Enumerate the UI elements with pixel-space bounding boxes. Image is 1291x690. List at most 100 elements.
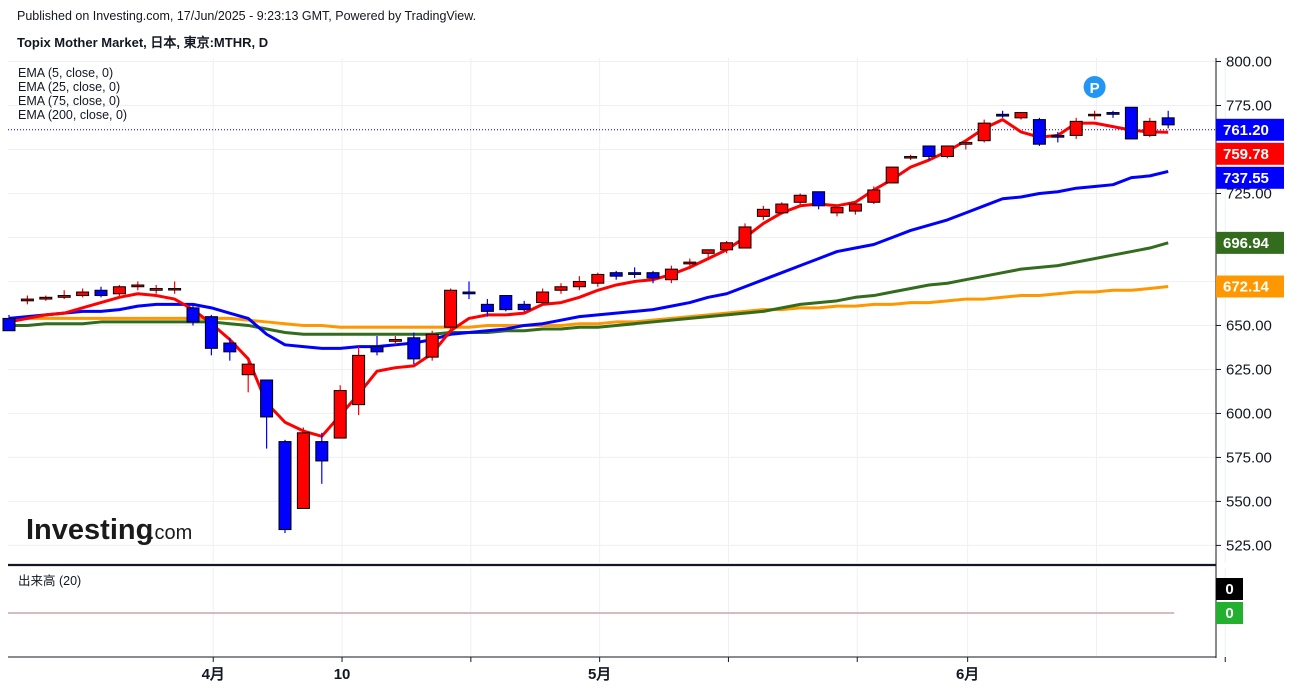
candle-body: [20, 298, 34, 302]
candle: [536, 288, 550, 305]
candle: [1051, 131, 1065, 143]
candle: [223, 337, 237, 361]
candle-body: [296, 432, 310, 509]
candle-body: [683, 261, 697, 265]
candle: [904, 154, 918, 161]
candle: [922, 145, 936, 161]
candle-body: [370, 346, 384, 353]
volume-title: 出来高 (20): [18, 573, 81, 588]
ema5-line: [8, 118, 1169, 438]
candle: [1124, 106, 1138, 140]
candle-body: [572, 280, 586, 288]
price-badge-label: 761.20: [1223, 122, 1269, 139]
candle: [609, 270, 623, 280]
candle: [996, 110, 1010, 118]
candle: [1014, 112, 1028, 120]
price-badge-box: [1216, 275, 1284, 298]
chart-title: Topix Mother Market, 日本, 東京:MTHR, D: [17, 35, 269, 50]
ema25-line: [8, 169, 1169, 350]
candle-body: [57, 295, 71, 298]
candle: [296, 427, 310, 509]
candle-body: [407, 337, 421, 360]
candle-body: [609, 272, 623, 277]
candle-body: [2, 317, 16, 332]
candle: [812, 191, 826, 210]
candle-body: [1014, 112, 1028, 119]
candle: [572, 276, 586, 291]
candle: [388, 336, 402, 345]
candle-body: [94, 289, 108, 297]
candle: [94, 286, 108, 298]
candle-body: [112, 286, 126, 295]
candle-body: [591, 273, 605, 284]
candle: [39, 295, 53, 301]
candle: [480, 299, 494, 317]
y-tick-label: 525.00: [1226, 537, 1272, 554]
x-tick-label: 6月: [956, 666, 979, 683]
candle: [940, 145, 954, 159]
ema-lines: [8, 118, 1169, 438]
candle: [1106, 110, 1120, 118]
candle-body: [1051, 134, 1065, 138]
y-tick-label: 725.00: [1226, 185, 1272, 202]
candle: [278, 439, 292, 534]
y-tick-label: 800.00: [1226, 54, 1272, 71]
grid-lines: [8, 58, 1226, 656]
candle-body: [260, 379, 274, 418]
candle: [959, 140, 973, 150]
candle: [241, 357, 255, 393]
volume-badge-label: 0: [1225, 581, 1233, 598]
p-marker[interactable]: P: [1083, 76, 1106, 98]
candle-body: [720, 242, 734, 251]
price-badge: 672.14: [1216, 275, 1284, 298]
price-badge: 761.20: [1216, 118, 1284, 141]
candle: [646, 270, 660, 284]
candle: [370, 336, 384, 356]
axes: [8, 58, 1217, 658]
candle: [720, 240, 734, 254]
volume-badge: 0: [1216, 602, 1243, 624]
candle-body: [1124, 106, 1138, 140]
candle-body: [904, 156, 918, 159]
candle: [1088, 110, 1102, 120]
price-badge-box: [1216, 142, 1284, 165]
candle-body: [278, 441, 292, 531]
candle-body: [1106, 112, 1120, 115]
candle-body: [1032, 119, 1046, 145]
candle-body: [444, 289, 458, 328]
candle: [756, 205, 770, 220]
candle-body: [775, 203, 789, 214]
candle-body: [39, 296, 53, 300]
price-badges: 761.20 759.78 737.55 696.94 672.14 0 0: [1216, 118, 1284, 624]
logo-suffix: .com: [149, 522, 192, 544]
candle-body: [204, 316, 218, 349]
volume-badge-label: 0: [1225, 605, 1233, 622]
candle-body: [959, 141, 973, 145]
candle-body: [885, 166, 899, 184]
candle: [701, 249, 715, 261]
marker-circle: [1083, 76, 1106, 98]
candle-body: [149, 288, 163, 291]
x-axis-ticks: 4月 10 5月 6月: [202, 657, 1226, 683]
candle-body: [76, 291, 90, 297]
candle-body: [996, 113, 1010, 117]
candle: [628, 267, 642, 278]
candle: [554, 283, 568, 294]
candles: [2, 106, 1175, 534]
candle: [1069, 117, 1083, 139]
candle: [867, 186, 881, 205]
candle-body: [756, 208, 770, 217]
marker-label: P: [1090, 80, 1100, 97]
y-tick-label: 625.00: [1226, 361, 1272, 378]
candle-body: [352, 354, 366, 406]
legend-ema200: EMA (200, close, 0): [18, 108, 127, 122]
candle: [260, 379, 274, 449]
candle-body: [793, 194, 807, 203]
legend-ema5: EMA (5, close, 0): [18, 66, 113, 80]
price-badge: 696.94: [1216, 231, 1284, 254]
candle-body: [830, 207, 844, 214]
candle-body: [848, 203, 862, 212]
candle: [186, 304, 200, 326]
price-badge-box: [1216, 231, 1284, 254]
